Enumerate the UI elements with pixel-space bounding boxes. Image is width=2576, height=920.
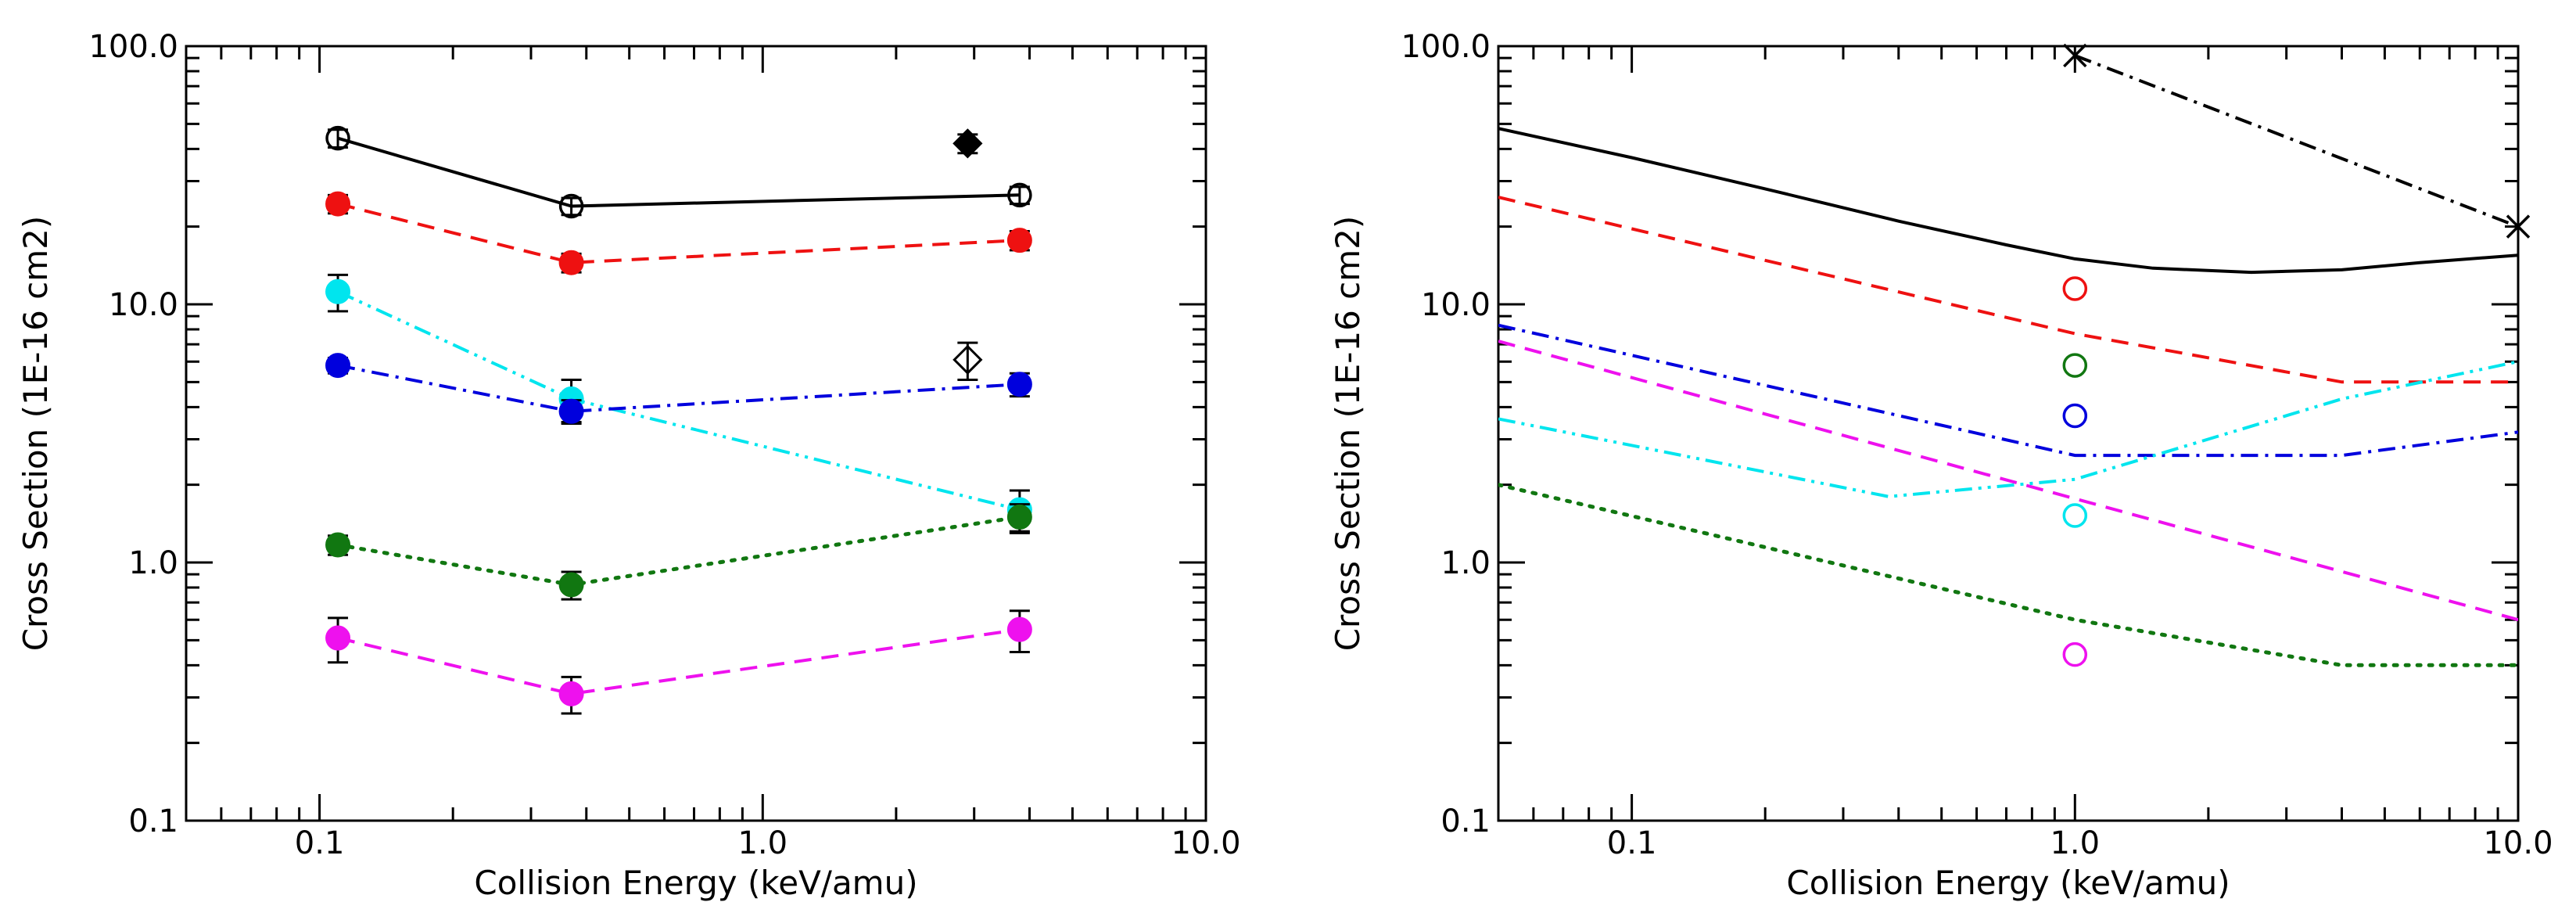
series-line-magenta (1498, 340, 2518, 622)
series-line-blue (1498, 323, 2518, 458)
right-chart: 0.1 1.0 10.0 0.1 1.0 10.0 100.0 Collision Energ… (1329, 29, 2553, 902)
x-axis-label: Collision Energy (keV/amu) (474, 864, 917, 902)
left-chart: 0.1 1.0 10.0 0.1 1.0 10.0 100.0 Collision Energ… (16, 29, 1241, 902)
series-lines (335, 136, 1022, 695)
series-line-green (335, 515, 1022, 587)
marker-blue (558, 398, 584, 424)
x-tick-label: 10.0 (1171, 825, 1240, 861)
y-tick-label: 10.0 (109, 287, 178, 323)
marker-blue (325, 353, 351, 379)
marker-cyan-point (2062, 503, 2088, 528)
x-axis-label: Collision Energy (keV/amu) (1786, 864, 2230, 902)
x-tick-label: 1.0 (2050, 825, 2100, 861)
x-tick-label: 10.0 (2483, 825, 2553, 861)
series-line-red (1498, 196, 2518, 384)
series-line-magenta (337, 627, 1021, 695)
marker-diamond-open (953, 344, 983, 375)
x-tick-label: 0.1 (295, 825, 345, 861)
marker-magenta (1006, 616, 1032, 642)
marker-blue (1006, 372, 1032, 397)
series-line-cross-line (2074, 54, 2518, 228)
marker-red-point (2062, 276, 2088, 301)
x-tick-label: 1.0 (737, 825, 788, 861)
marker-blue-point (2062, 403, 2088, 429)
marker-cross-points (2506, 214, 2531, 239)
marker-green-point (2062, 353, 2088, 378)
marker-green (558, 572, 584, 598)
marker-total (1007, 182, 1032, 208)
marker-cross-points (2063, 43, 2087, 68)
y-tick-label: 10.0 (1421, 287, 1491, 323)
series-line-cyan (1498, 360, 2518, 498)
series-line-cyan (337, 289, 1021, 512)
marker-green (325, 532, 351, 558)
y-axis-label: Cross Section (1E-16 cm2) (1329, 216, 1367, 652)
marker-red (325, 191, 351, 217)
marker-red (1006, 228, 1032, 253)
y-tick-label: 100.0 (1401, 29, 1491, 65)
marker-diamond-filled (953, 128, 983, 159)
marker-cyan (325, 279, 351, 304)
y-tick-label: 0.1 (1440, 803, 1491, 839)
marker-total (325, 125, 350, 151)
marker-green (1006, 504, 1032, 530)
series-line-green (1498, 483, 2518, 667)
marker-magenta-point (2062, 641, 2088, 667)
series-line-red (337, 202, 1020, 264)
y-tick-label: 1.0 (1440, 545, 1491, 581)
marker-red (558, 250, 584, 275)
y-tick-label: 1.0 (128, 545, 178, 581)
series-lines (1498, 54, 2518, 667)
series-line-total (1498, 127, 2518, 275)
series-line-blue (337, 364, 1021, 413)
x-tick-label: 0.1 (1607, 825, 1657, 861)
y-tick-label: 0.1 (128, 803, 178, 839)
y-axis-label: Cross Section (1E-16 cm2) (16, 216, 55, 652)
marker-magenta (558, 681, 584, 706)
plot-frame (185, 45, 1207, 822)
y-tick-label: 100.0 (88, 29, 178, 65)
marker-magenta (325, 625, 351, 651)
marker-total (558, 193, 584, 219)
series-line-total (337, 136, 1020, 208)
